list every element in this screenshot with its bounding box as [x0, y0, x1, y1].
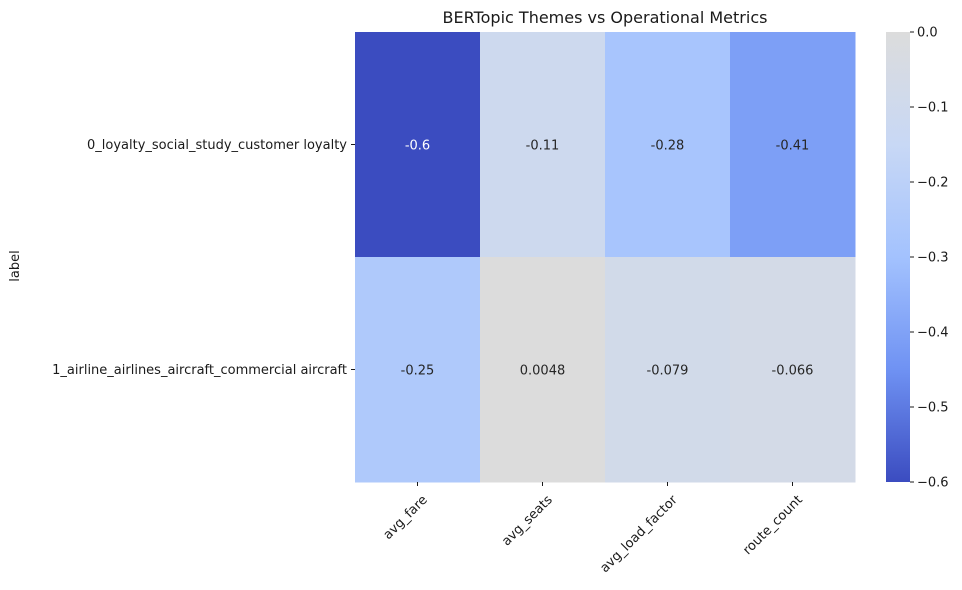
heatmap-cell — [730, 257, 856, 483]
heatmap-cell — [355, 257, 481, 483]
colorbar — [886, 32, 910, 482]
cell-annotation: -0.6 — [405, 139, 430, 154]
colorbar-tick-label: −0.6 — [917, 476, 949, 491]
heatmap-cell — [605, 257, 731, 483]
x-tick-label: route_count — [740, 493, 805, 558]
x-tick-label: avg_seats — [499, 493, 556, 550]
x-tick-label: avg_load_factor — [597, 492, 681, 576]
heatmap-cell — [480, 257, 606, 483]
y-axis: 0_loyalty_social_study_customer loyalty 1… — [52, 138, 355, 378]
y-tick-label: 0_loyalty_social_study_customer loyalty — [87, 138, 347, 153]
colorbar-tick-label: −0.5 — [917, 401, 949, 416]
x-tick-label: avg_fare — [381, 493, 431, 543]
cell-annotation: -0.066 — [772, 364, 814, 379]
colorbar-tick-label: −0.2 — [917, 176, 949, 191]
cell-annotation: -0.11 — [526, 139, 560, 154]
heatmap-cell — [480, 32, 606, 258]
heatmap-cell — [730, 32, 856, 258]
colorbar-axis: 0.0 −0.1 −0.2 −0.3 −0.4 −0.5 −0.6 — [910, 26, 949, 491]
heatmap-cell — [605, 32, 731, 258]
heatmap-cells — [355, 32, 856, 483]
cell-annotation: -0.28 — [651, 139, 685, 154]
y-tick-label: 1_airline_airlines_aircraft_commercial a… — [52, 363, 347, 378]
y-axis-label: label — [8, 250, 23, 281]
x-axis: avg_fare avg_seats avg_load_factor route_co… — [381, 482, 806, 576]
cell-annotation: -0.41 — [776, 139, 810, 154]
chart-title: BERTopic Themes vs Operational Metrics — [443, 8, 768, 27]
colorbar-tick-label: −0.4 — [917, 326, 949, 341]
cell-annotations: -0.6 -0.11 -0.28 -0.41 -0.25 0.0048 -0.079 -0.0… — [401, 139, 814, 379]
cell-annotation: -0.25 — [401, 364, 435, 379]
colorbar-tick-label: −0.3 — [917, 251, 949, 266]
cell-annotation: 0.0048 — [520, 364, 566, 379]
colorbar-tick-label: 0.0 — [917, 26, 938, 41]
colorbar-tick-label: −0.1 — [917, 101, 949, 116]
heatmap-cell — [355, 32, 481, 258]
cell-annotation: -0.079 — [647, 364, 689, 379]
